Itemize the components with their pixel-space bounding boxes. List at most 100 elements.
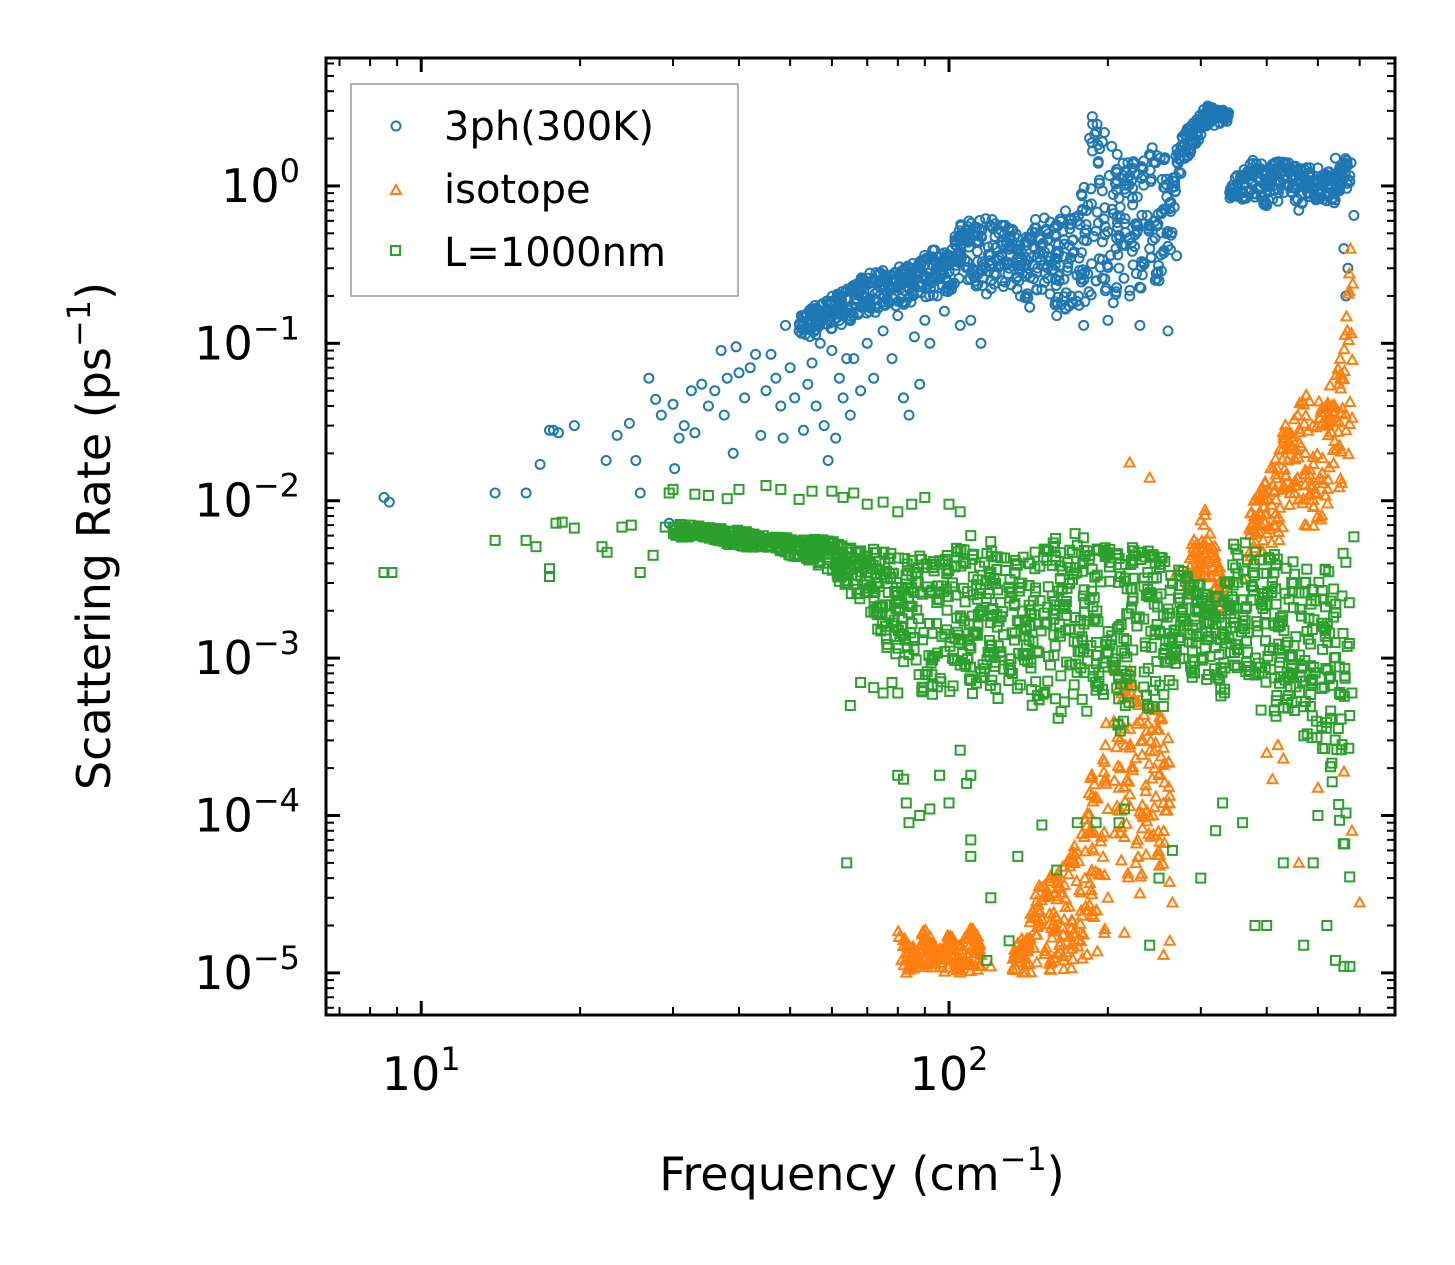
isotope-point [905,952,920,965]
boundary-point [1319,743,1331,755]
3ph-point [553,427,564,439]
isotope-point [1310,447,1324,460]
boundary-point [1076,693,1088,705]
boundary-point [1337,627,1349,639]
boundary-point [1120,572,1132,584]
boundary-point [1330,651,1342,663]
3ph-point [1119,213,1131,225]
3ph-point [1165,206,1177,217]
isotope-point [1152,767,1166,780]
isotope-point [1121,866,1135,879]
boundary-point [1343,742,1355,754]
3ph-point [1094,177,1106,189]
isotope-point [1342,416,1357,429]
boundary-point [844,700,856,711]
boundary-point [1055,706,1067,718]
boundary-point [947,577,958,589]
isotope-point [954,939,969,952]
isotope-point [1133,869,1148,882]
boundary-point [1336,590,1348,602]
3ph-point [1105,249,1117,261]
3ph-point [1085,289,1097,301]
isotope-point [1117,925,1132,938]
3ph-point [1119,218,1131,230]
3ph-point [643,372,655,384]
boundary-point [931,618,942,630]
3ph-point [821,306,833,318]
boundary-point [954,659,966,671]
boundary-point [1126,583,1138,595]
isotope-point [1334,381,1348,394]
boundary-point [1323,673,1335,684]
isotope-point [968,958,982,971]
3ph-point [1283,164,1295,176]
boundary-point [1162,603,1174,615]
3ph-point [965,314,977,326]
3ph-point [1238,173,1250,185]
boundary-point [965,530,977,542]
boundary-point [1091,569,1103,581]
3ph-point [721,372,733,384]
boundary-point [550,517,562,529]
boundary-point [1048,649,1060,661]
legend-label-3ph: 3ph(300K) [444,104,654,150]
isotope-point [1244,517,1259,530]
boundary-point [994,646,1006,658]
isotope-point [1294,439,1308,452]
boundary-point [1295,610,1307,622]
isotope-point [1315,508,1329,521]
boundary-point [1232,644,1243,656]
boundary-point [965,834,977,846]
boundary-point [919,669,931,680]
isotope-point [1208,548,1222,561]
3ph-point [955,248,967,260]
boundary-point [530,541,542,553]
isotope-point [1030,955,1044,968]
3ph-point [1144,243,1156,255]
3ph-point [1151,273,1163,285]
boundary-point [1227,559,1239,571]
boundary-point [908,587,920,599]
isotope-point [1137,707,1151,720]
3ph-point [1098,213,1110,225]
isotope-point [1113,732,1127,745]
boundary-point [1270,598,1282,610]
boundary-point [1152,601,1164,613]
3ph-point [520,487,532,499]
3ph-point [1100,282,1112,294]
isotope-point [1289,442,1303,455]
tick-labels: 101 102 10−5 10−4 10−3 10−2 10−1 100 [194,152,988,1101]
boundary-point [634,567,646,578]
legend-label-isotope: isotope [444,167,591,213]
isotope-point [1098,738,1113,751]
3ph-point [1079,296,1091,308]
isotope-point [1057,962,1071,975]
boundary-point [924,803,936,815]
boundary-point [1145,641,1157,653]
3ph-point [1022,292,1034,304]
boundary-point [1340,807,1352,819]
isotope-point [1020,944,1034,957]
boundary-point [1305,675,1317,687]
3ph-point [886,353,898,365]
isotope-point [1133,713,1147,726]
3ph-point [777,432,789,444]
isotope-point [1275,520,1290,533]
boundary-point [1047,537,1059,549]
3ph-point [849,294,861,306]
3ph-point [623,417,635,429]
3ph-point [1102,314,1114,326]
boundary-point [1038,607,1050,619]
isotope-point [1202,555,1216,568]
3ph-point [784,362,796,374]
y-tick-label: 100 [221,152,300,213]
data-points [378,100,1367,978]
3ph-point [1136,269,1148,281]
3ph-point [673,432,685,444]
3ph-point [1106,140,1118,152]
boundary-point [952,546,964,558]
3ph-point [1255,158,1267,170]
boundary-point [1219,631,1231,643]
isotope-point [910,959,924,972]
